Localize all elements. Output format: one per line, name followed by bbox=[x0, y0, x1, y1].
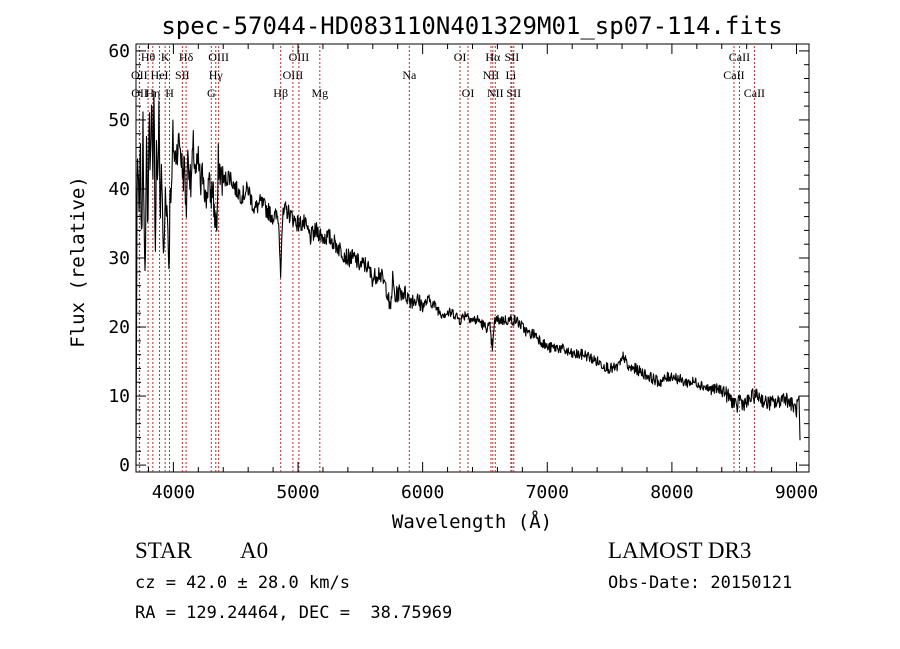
line-marker-label: CaII bbox=[744, 86, 765, 100]
line-marker-label: Hη bbox=[145, 86, 160, 100]
line-marker-label: Mg bbox=[311, 86, 328, 100]
x-tick-label: 9000 bbox=[775, 482, 818, 503]
spectrum-line bbox=[135, 90, 801, 466]
line-marker-label: Hδ bbox=[179, 50, 194, 64]
x-tick-label: 5000 bbox=[276, 482, 319, 503]
object-subclass: A0 bbox=[240, 538, 269, 563]
chart-title: spec-57044-HD083110N401329M01_sp07-114.f… bbox=[161, 12, 782, 40]
x-tick-label: 4000 bbox=[152, 482, 195, 503]
survey-name: LAMOST DR3 bbox=[608, 538, 752, 563]
line-marker-label: OI bbox=[454, 50, 467, 64]
y-tick-label: 40 bbox=[108, 179, 130, 200]
line-marker-label: NII bbox=[483, 68, 500, 82]
x-tick-label: 8000 bbox=[650, 482, 693, 503]
line-marker-label: OIII bbox=[283, 68, 304, 82]
object-class: STAR bbox=[135, 538, 192, 563]
y-tick-label: 30 bbox=[108, 248, 130, 269]
x-axis-label: Wavelength (Å) bbox=[392, 510, 552, 533]
line-marker-label: OII bbox=[131, 86, 148, 100]
line-marker-label: Na bbox=[402, 68, 417, 82]
line-marker-label: NII bbox=[487, 86, 504, 100]
line-marker-label: OIII bbox=[208, 50, 229, 64]
line-marker-label: K bbox=[161, 50, 170, 64]
x-axis-ticks: 4000 5000 6000 7000 8000 9000 bbox=[147, 44, 818, 503]
plot-frame bbox=[135, 43, 810, 473]
y-tick-label: 0 bbox=[119, 455, 130, 476]
line-marker-label: OIII bbox=[289, 50, 310, 64]
line-label-group: HθOIIOIIHηHeIKHSIIHδGHγOIIIHβOIIIOIIIMgN… bbox=[131, 50, 765, 100]
x-tick-label: 6000 bbox=[401, 482, 444, 503]
redshift-cz: cz = 42.0 ± 28.0 km/s bbox=[135, 573, 350, 593]
line-marker-label: SII bbox=[175, 68, 190, 82]
line-marker-group bbox=[138, 46, 755, 472]
line-marker-label: Hβ bbox=[273, 86, 288, 100]
y-tick-label: 10 bbox=[108, 386, 130, 407]
line-marker-label: H bbox=[165, 86, 174, 100]
line-marker-label: SII bbox=[505, 50, 520, 64]
line-marker-label: G bbox=[207, 86, 216, 100]
line-marker-label: OI bbox=[462, 86, 475, 100]
line-marker-label: Li bbox=[506, 68, 517, 82]
line-marker-label: Hα bbox=[485, 50, 501, 64]
line-marker-label: SII bbox=[506, 86, 521, 100]
y-axis-label: Flux (relative) bbox=[67, 176, 89, 348]
y-tick-label: 60 bbox=[108, 41, 130, 62]
line-marker-label: CaII bbox=[723, 68, 744, 82]
line-marker-label: OII bbox=[131, 68, 148, 82]
line-marker-label: Hθ bbox=[141, 50, 156, 64]
y-tick-label: 50 bbox=[108, 110, 130, 131]
y-tick-label: 20 bbox=[108, 317, 130, 338]
ra-dec-coords: RA = 129.24464, DEC = 38.75969 bbox=[135, 603, 453, 623]
x-tick-label: 7000 bbox=[526, 482, 569, 503]
line-marker-label: CaII bbox=[729, 50, 750, 64]
line-marker-label: HeI bbox=[151, 68, 169, 82]
obs-date: Obs-Date: 20150121 bbox=[608, 573, 793, 593]
y-axis-ticks: 0 10 20 30 40 50 60 bbox=[108, 41, 809, 476]
line-marker-label: Hγ bbox=[209, 68, 224, 82]
